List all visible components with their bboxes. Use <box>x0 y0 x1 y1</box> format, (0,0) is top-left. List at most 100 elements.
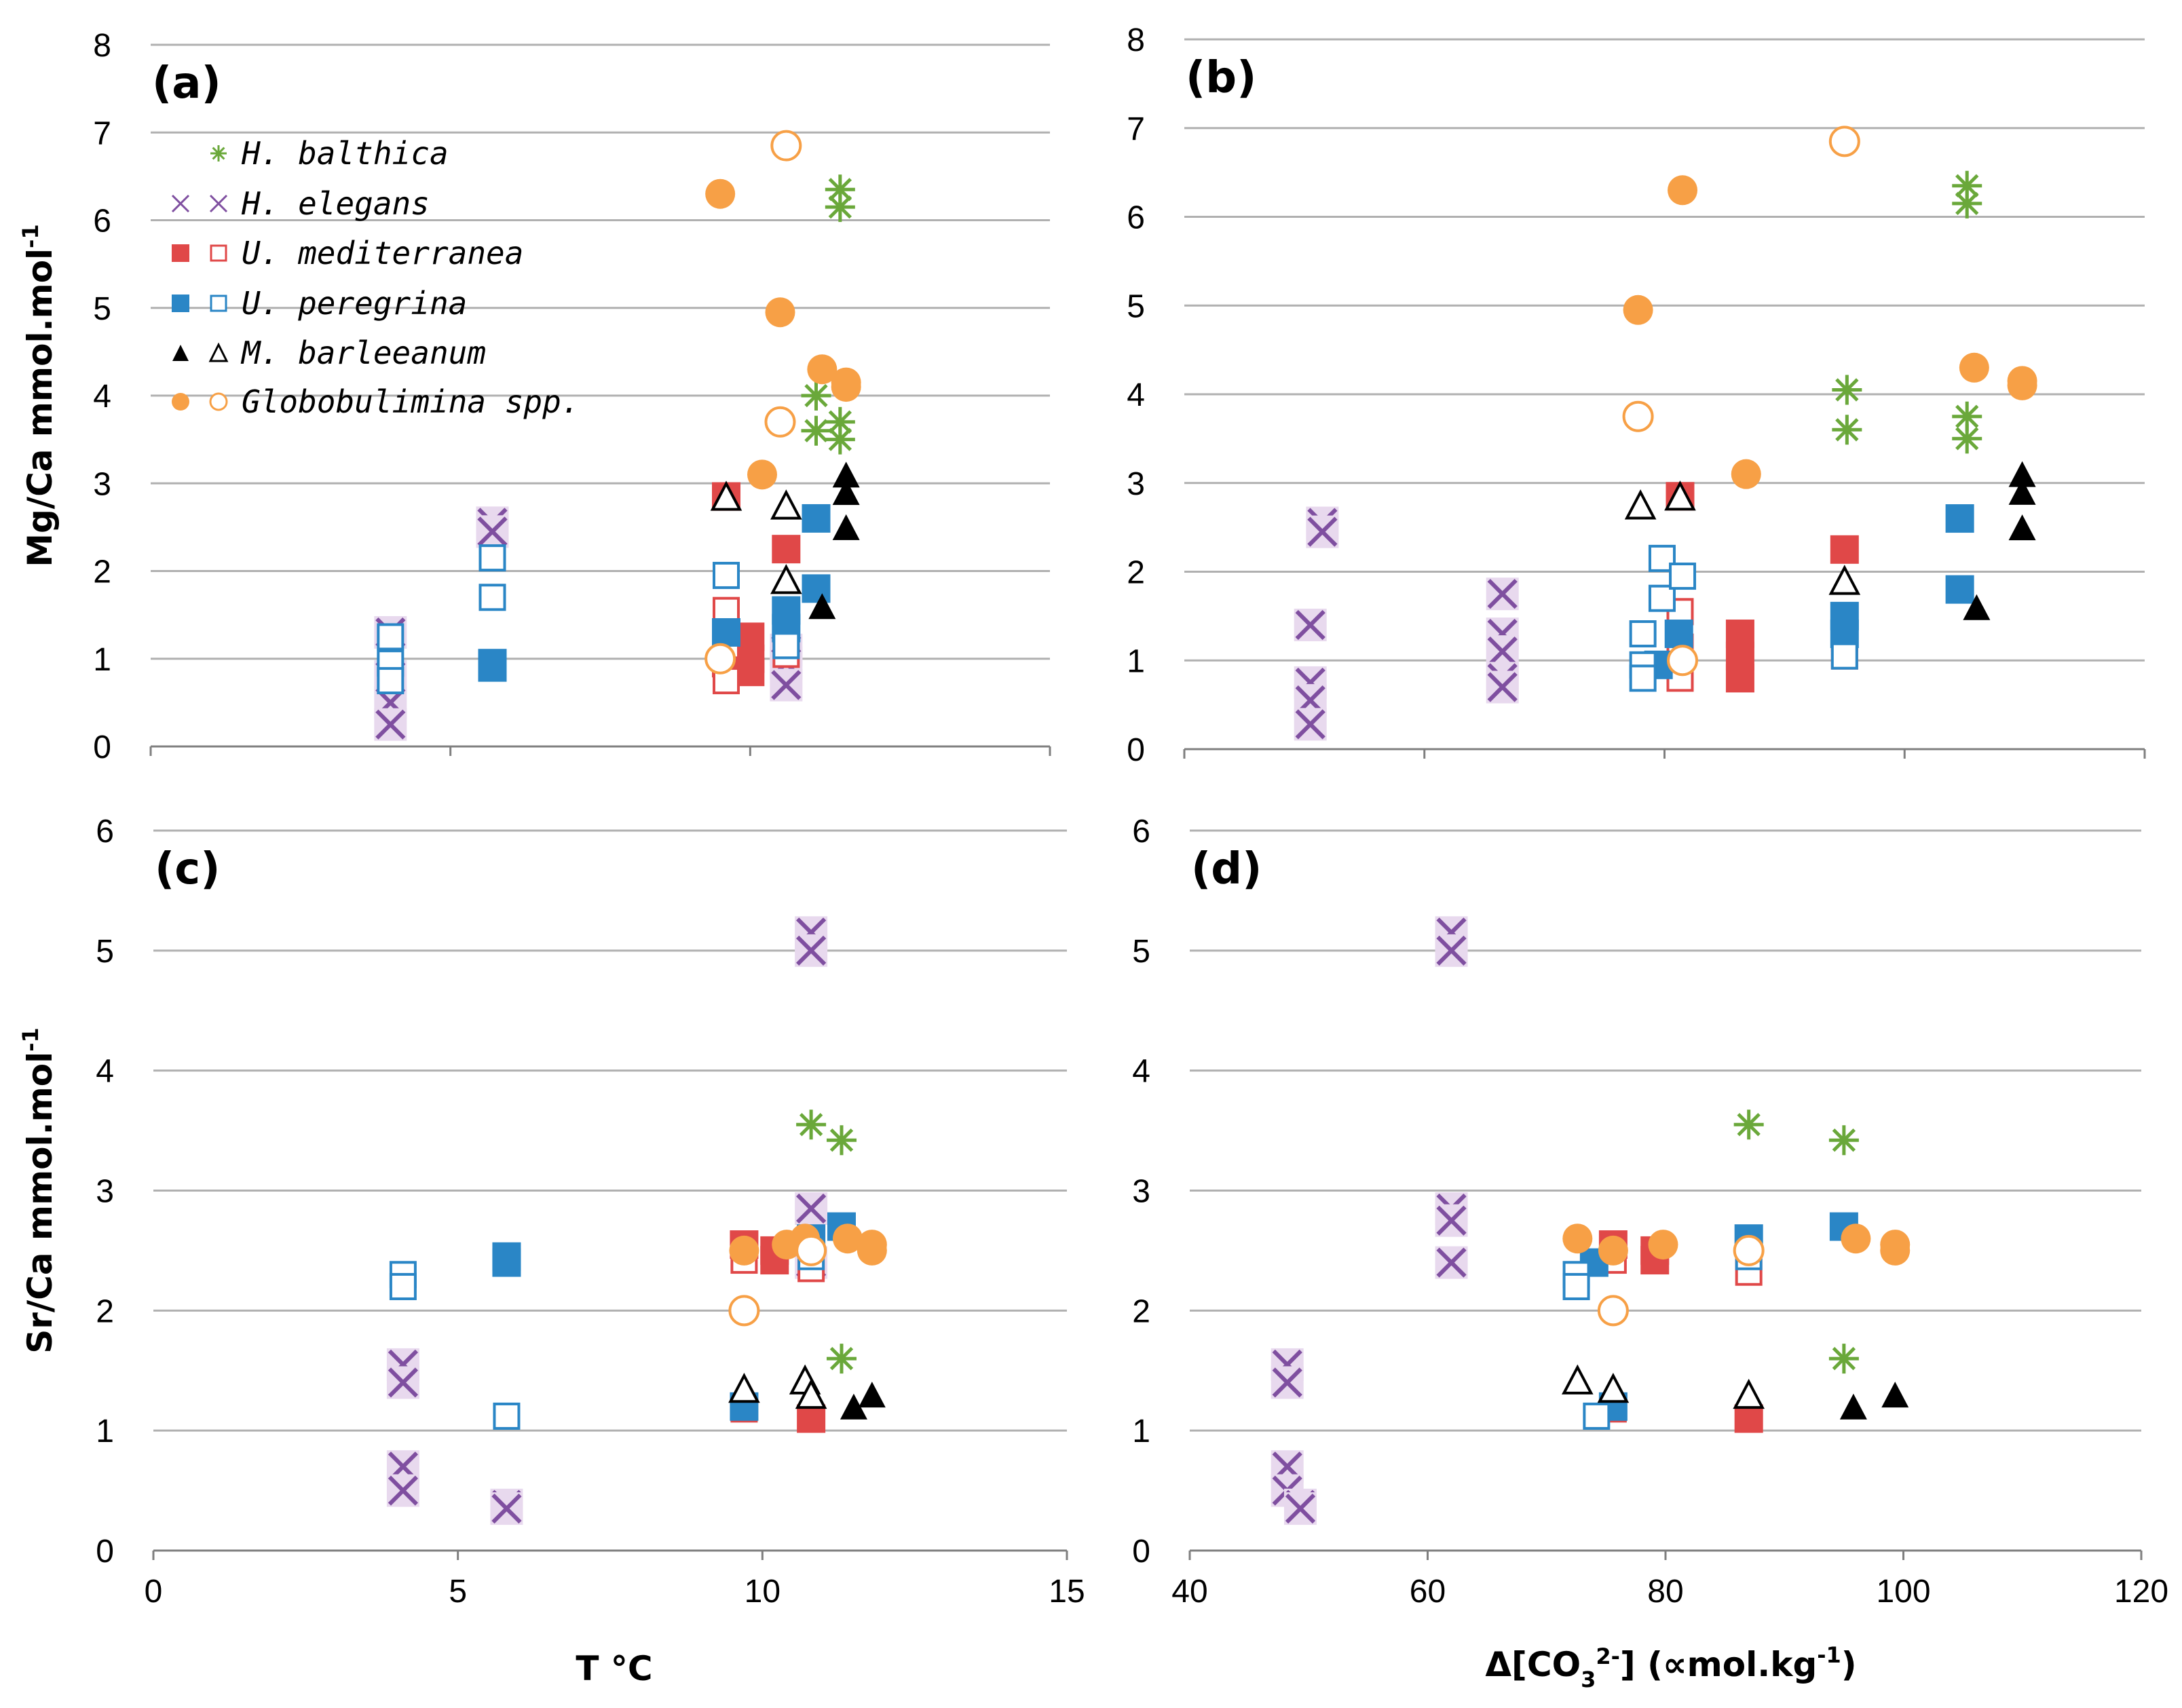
legend-marker-u_mediterranea-filled <box>172 244 189 262</box>
marker-globobulimina-filled-1 <box>1598 1235 1628 1266</box>
marker-u_peregrina-filled-4 <box>1945 504 1974 533</box>
marker-h_elegans-filled-7 <box>795 934 828 967</box>
marker-h_elegans-filled-5 <box>490 1492 523 1525</box>
marker-globobulimina-open-0 <box>1597 1295 1629 1327</box>
x-axis-label-d: Δ[CO32-] (∝mol.kg-1) <box>1485 1642 1856 1692</box>
marker-u_mediterranea-filled-1 <box>772 535 801 564</box>
marker-m_barleeanum-filled-0 <box>832 461 860 488</box>
marker-globobulimina-filled-5 <box>1880 1235 1911 1266</box>
legend-label-u_mediterranea: U. mediterranea <box>242 235 523 271</box>
marker-u_peregrina-filled-1 <box>1664 620 1693 649</box>
marker-globobulimina-filled-2 <box>807 354 838 385</box>
marker-u_mediterranea-filled-4 <box>1725 664 1754 693</box>
x-tick-label-120: 120 <box>2114 1574 2168 1610</box>
y-tick-label-5: 5 <box>1127 288 1145 324</box>
y-tick-label-7: 7 <box>1127 111 1145 147</box>
marker-u_peregrina-filled-5 <box>802 504 831 533</box>
marker-u_peregrina-open-3 <box>478 544 506 572</box>
legend-marker-globobulimina-open <box>209 392 228 411</box>
marker-u_peregrina-open-2 <box>377 667 405 695</box>
marker-u_peregrina-open-2 <box>1629 664 1657 692</box>
x-tick-label-40: 40 <box>1171 1574 1207 1610</box>
marker-u_peregrina-open-5 <box>713 561 740 589</box>
marker-u_peregrina-open-1 <box>1562 1272 1590 1300</box>
y-tick-label-0: 0 <box>93 729 111 765</box>
marker-m_barleeanum-open-0 <box>1562 1364 1594 1394</box>
marker-h_elegans-filled-8 <box>795 1192 828 1226</box>
y-tick-label-0: 0 <box>96 1534 114 1570</box>
y-tick-label-0: 0 <box>1127 732 1145 768</box>
marker-globobulimina-open-1 <box>764 406 796 438</box>
legend-marker-m_barleeanum-open <box>208 342 229 362</box>
y-tick-label-1: 1 <box>96 1413 114 1449</box>
legend-marker-h_elegans-filled <box>171 194 190 213</box>
y-axis-label-c: Sr/Ca mmol.mol-1 <box>18 1027 60 1354</box>
marker-u_peregrina-open-1 <box>389 1272 417 1300</box>
marker-h_balthica-filled-5 <box>825 192 855 223</box>
marker-h_elegans-filled-10 <box>1486 670 1519 704</box>
legend-marker-globobulimina-filled <box>172 393 189 411</box>
marker-m_barleeanum-open-0 <box>1624 489 1657 520</box>
marker-h_elegans-filled-10 <box>1435 1246 1468 1279</box>
marker-h_balthica-filled-0 <box>796 1109 827 1140</box>
y-tick-label-6: 6 <box>1132 814 1150 850</box>
y-tick-label-2: 2 <box>96 1293 114 1329</box>
marker-h_balthica-filled-1 <box>801 415 831 446</box>
panel-d-sr-ca-vs-carbonate-ion: 0 1 2 3 4 5 6 40 60 80 100 120 (d) Δ[CO32-] (∝mol.kg-… <box>1132 814 2168 1692</box>
y-tick-label-4: 4 <box>1132 1054 1150 1090</box>
marker-m_barleeanum-open-1 <box>1664 480 1696 511</box>
marker-globobulimina-filled-2 <box>1731 459 1761 489</box>
marker-h_balthica-filled-1 <box>1828 1125 1859 1156</box>
marker-m_barleeanum-filled-1 <box>1881 1382 1909 1408</box>
marker-m_barleeanum-open-1 <box>1597 1372 1630 1403</box>
marker-h_balthica-filled-5 <box>1952 188 1982 219</box>
marker-h_elegans-filled-3 <box>374 708 407 741</box>
marker-m_barleeanum-open-2 <box>1828 565 1861 595</box>
marker-u_peregrina-open-0 <box>377 623 405 651</box>
y-tick-label-3: 3 <box>1132 1174 1150 1210</box>
y-tick-label-4: 4 <box>1127 377 1145 413</box>
marker-m_barleeanum-open-0 <box>710 480 742 511</box>
x-tick-label-15: 15 <box>1049 1574 1085 1610</box>
marker-m_barleeanum-open-2 <box>1733 1378 1765 1409</box>
marker-globobulimina-filled-1 <box>765 297 795 328</box>
marker-globobulimina-filled-2 <box>1648 1230 1678 1260</box>
marker-m_barleeanum-open-0 <box>728 1372 760 1403</box>
legend-label-h_balthica: H. balthica <box>241 135 449 172</box>
y-tick-label-1: 1 <box>93 642 111 678</box>
marker-globobulimina-filled-0 <box>1668 175 1698 206</box>
marker-globobulimina-open-1 <box>795 1234 827 1266</box>
legend-marker-h_elegans-open <box>209 194 228 213</box>
legend-marker-u_peregrina-open <box>210 295 227 312</box>
x-axis-label-c: T °C <box>576 1649 652 1688</box>
marker-globobulimina-filled-0 <box>705 178 736 209</box>
marker-u_peregrina-open-5 <box>1669 563 1697 590</box>
panel-label-d: (d) <box>1191 844 1262 894</box>
marker-u_mediterranea-filled-1 <box>1830 535 1859 564</box>
y-tick-label-4: 4 <box>93 379 111 415</box>
marker-h_balthica-filled-0 <box>1733 1109 1764 1140</box>
legend-label-m_barleeanum: M. barleeanum <box>240 335 486 371</box>
marker-u_peregrina-open-2 <box>493 1402 521 1430</box>
marker-h_balthica-filled-0 <box>1832 375 1862 405</box>
marker-u_peregrina-filled-1 <box>478 653 507 682</box>
marker-h_balthica-filled-3 <box>1952 423 1982 454</box>
marker-globobulimina-filled-5 <box>2007 370 2037 400</box>
marker-m_barleeanum-filled-2 <box>2008 514 2036 541</box>
marker-h_elegans-filled-0 <box>1294 608 1327 641</box>
marker-m_barleeanum-open-2 <box>770 564 802 594</box>
marker-m_barleeanum-filled-3 <box>808 593 836 620</box>
marker-h_elegans-filled-3 <box>1294 708 1327 741</box>
x-tick-label-10: 10 <box>745 1574 780 1610</box>
marker-h_elegans-filled-8 <box>770 668 803 702</box>
marker-globobulimina-open-0 <box>1828 126 1860 157</box>
marker-h_elegans-filled-5 <box>1306 515 1339 548</box>
x-tick-label-5: 5 <box>449 1574 467 1610</box>
marker-globobulimina-filled-4 <box>831 372 861 402</box>
marker-globobulimina-filled-3 <box>1959 352 1989 383</box>
legend-marker-u_mediterranea-open <box>210 244 227 262</box>
marker-u_peregrina-open-4 <box>1648 584 1676 612</box>
marker-u_mediterranea-filled-3 <box>1734 1404 1763 1433</box>
marker-u_peregrina-filled-5 <box>1945 575 1974 604</box>
marker-h_balthica-filled-1 <box>1832 415 1862 445</box>
